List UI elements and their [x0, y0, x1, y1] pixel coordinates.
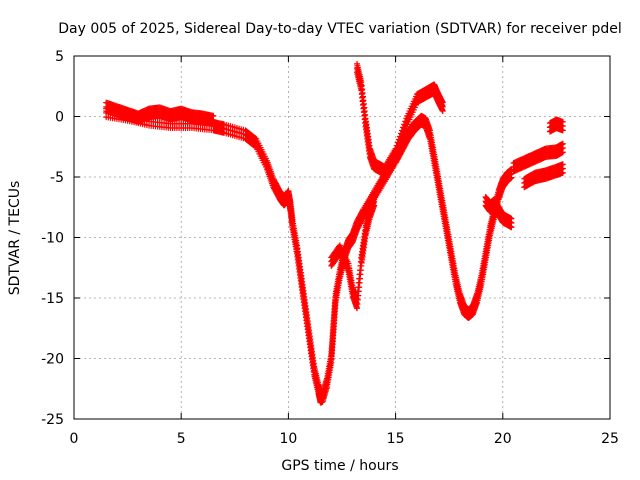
x-tick-label: 20: [494, 431, 512, 447]
data-point: [508, 215, 515, 222]
x-axis: 0 5 10 15 20 25: [70, 56, 619, 447]
y-axis: -25 -20 -15 -10 -5 0 5: [41, 49, 610, 428]
y-axis-label: SDTVAR / TECUs: [7, 181, 23, 296]
grid: [74, 56, 610, 419]
y-tick-label: -5: [50, 170, 64, 186]
x-axis-label: GPS time / hours: [281, 458, 398, 474]
y-tick-label: 0: [55, 110, 64, 126]
x-tick-label: 25: [601, 431, 619, 447]
data-point: [559, 118, 566, 125]
y-tick-label: -15: [41, 291, 64, 307]
x-tick-label: 15: [387, 431, 405, 447]
chart-title: Day 005 of 2025, Sidereal Day-to-day VTE…: [58, 21, 622, 37]
data-points: [103, 60, 566, 406]
y-tick-label: 5: [55, 49, 64, 65]
y-tick-label: -10: [41, 231, 64, 247]
x-tick-label: 0: [70, 431, 79, 447]
y-tick-label: -25: [41, 412, 64, 428]
data-point: [252, 135, 259, 142]
x-tick-label: 5: [177, 431, 186, 447]
data-point: [210, 112, 217, 119]
data-point: [559, 161, 566, 168]
data-point: [439, 99, 446, 106]
y-tick-label: -20: [41, 352, 64, 368]
data-point: [559, 140, 566, 147]
data-point: [371, 193, 378, 200]
x-tick-label: 10: [279, 431, 297, 447]
